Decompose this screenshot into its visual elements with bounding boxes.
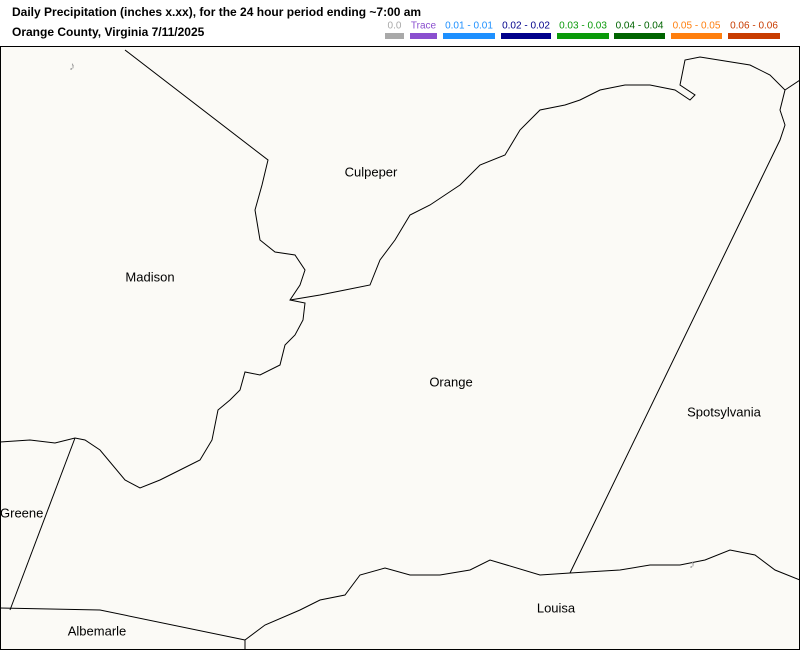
legend-swatch — [410, 33, 437, 39]
legend-swatch — [728, 33, 780, 39]
boundary — [244, 549, 800, 650]
legend-swatch — [614, 33, 665, 39]
county-label: Madison — [125, 269, 174, 284]
legend-label: 0.0 — [388, 21, 402, 32]
legend-label: 0.02 - 0.02 — [502, 21, 550, 32]
legend-swatch — [557, 33, 609, 39]
boundary — [0, 49, 306, 489]
county-label: Orange — [429, 374, 472, 389]
boundary — [0, 607, 246, 641]
county-label: Albemarle — [68, 623, 127, 638]
legend-label: Trace — [411, 21, 437, 32]
title: Daily Precipitation (inches x.xx), for t… — [12, 5, 421, 19]
boundary — [784, 79, 800, 91]
boundary — [289, 56, 786, 574]
county-label: Greene — [0, 505, 43, 520]
county-label: Louisa — [537, 600, 576, 615]
legend: 0.0 Trace 0.01 - 0.01 0.02 - 0.02 0.03 - 0.0… — [385, 21, 780, 39]
county-boundaries — [0, 49, 800, 650]
legend-label: 0.05 - 0.05 — [673, 21, 721, 32]
legend-label: 0.01 - 0.01 — [445, 21, 493, 32]
legend-swatch — [385, 33, 404, 39]
county-label: Spotsylvania — [687, 404, 761, 419]
map-icon: ♪ — [69, 59, 75, 73]
county-label: Culpeper — [345, 164, 398, 179]
legend-swatch — [671, 33, 722, 39]
map-icon: ♪ — [689, 557, 695, 571]
subtitle: Orange County, Virginia 7/11/2025 — [12, 25, 205, 39]
legend-label: 0.06 - 0.06 — [730, 21, 778, 32]
legend-swatch — [501, 33, 551, 39]
boundary — [9, 437, 76, 611]
legend-label: 0.04 - 0.04 — [616, 21, 664, 32]
legend-label: 0.03 - 0.03 — [559, 21, 607, 32]
legend-swatch — [443, 33, 495, 39]
